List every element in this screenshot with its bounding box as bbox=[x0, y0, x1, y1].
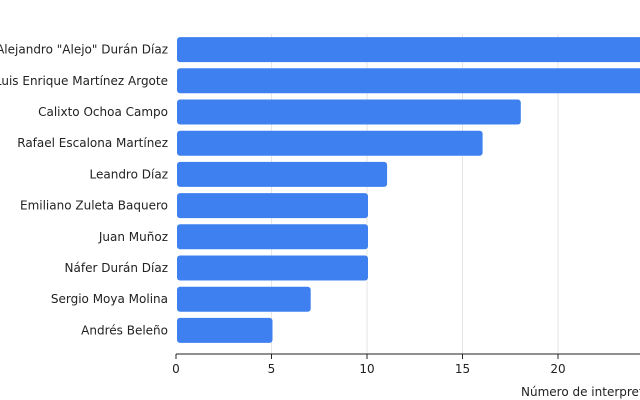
category-label-7: Náfer Durán Díaz bbox=[65, 261, 168, 275]
tick-label-20: 20 bbox=[550, 362, 565, 376]
bar-0 bbox=[177, 37, 640, 63]
bar-1 bbox=[177, 68, 640, 94]
x-axis-ticks: 0 5 10 15 20 bbox=[172, 354, 566, 376]
tick-label-15: 15 bbox=[455, 362, 470, 376]
tick-label-5: 5 bbox=[268, 362, 276, 376]
category-label-4: Leandro Díaz bbox=[90, 167, 169, 181]
bar-7 bbox=[177, 255, 368, 281]
category-label-1: Luis Enrique Martínez Argote bbox=[0, 74, 168, 88]
category-label-2: Calixto Ochoa Campo bbox=[38, 105, 168, 119]
category-label-3: Rafael Escalona Martínez bbox=[17, 136, 168, 150]
bar-2 bbox=[177, 99, 521, 125]
category-label-6: Juan Muñoz bbox=[98, 230, 168, 244]
bar-4 bbox=[177, 161, 388, 187]
category-label-5: Emiliano Zuleta Baquero bbox=[20, 199, 168, 213]
tick-label-0: 0 bbox=[172, 362, 180, 376]
category-label-0: Alejandro "Alejo" Durán Díaz bbox=[0, 43, 168, 57]
category-label-8: Sergio Moya Molina bbox=[51, 292, 168, 306]
bars bbox=[177, 37, 640, 343]
bar-3 bbox=[177, 130, 483, 156]
category-labels: Alejandro "Alejo" Durán Díaz Luis Enrique… bbox=[0, 43, 168, 338]
x-axis-title: Número de interpretac bbox=[521, 385, 640, 399]
tick-label-10: 10 bbox=[359, 362, 374, 376]
bar-8 bbox=[177, 286, 311, 312]
bar-5 bbox=[177, 193, 368, 219]
bar-9 bbox=[177, 317, 273, 343]
category-label-9: Andrés Beleño bbox=[81, 323, 168, 337]
bar-6 bbox=[177, 224, 368, 250]
